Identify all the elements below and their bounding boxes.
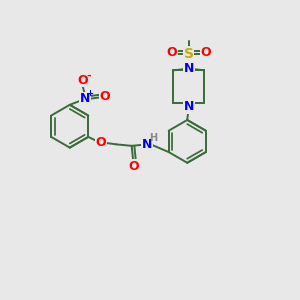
Text: O: O: [167, 46, 177, 59]
Text: H: H: [150, 134, 158, 143]
Text: N: N: [184, 100, 194, 113]
Text: O: O: [200, 46, 211, 59]
Text: S: S: [184, 47, 194, 61]
Text: O: O: [77, 74, 88, 87]
Text: O: O: [95, 136, 106, 149]
Text: N: N: [80, 92, 90, 105]
Text: N: N: [142, 138, 152, 151]
Text: N: N: [184, 62, 194, 75]
Text: O: O: [100, 90, 110, 103]
Text: O: O: [129, 160, 140, 172]
Text: +: +: [86, 89, 94, 98]
Text: -: -: [86, 71, 91, 81]
